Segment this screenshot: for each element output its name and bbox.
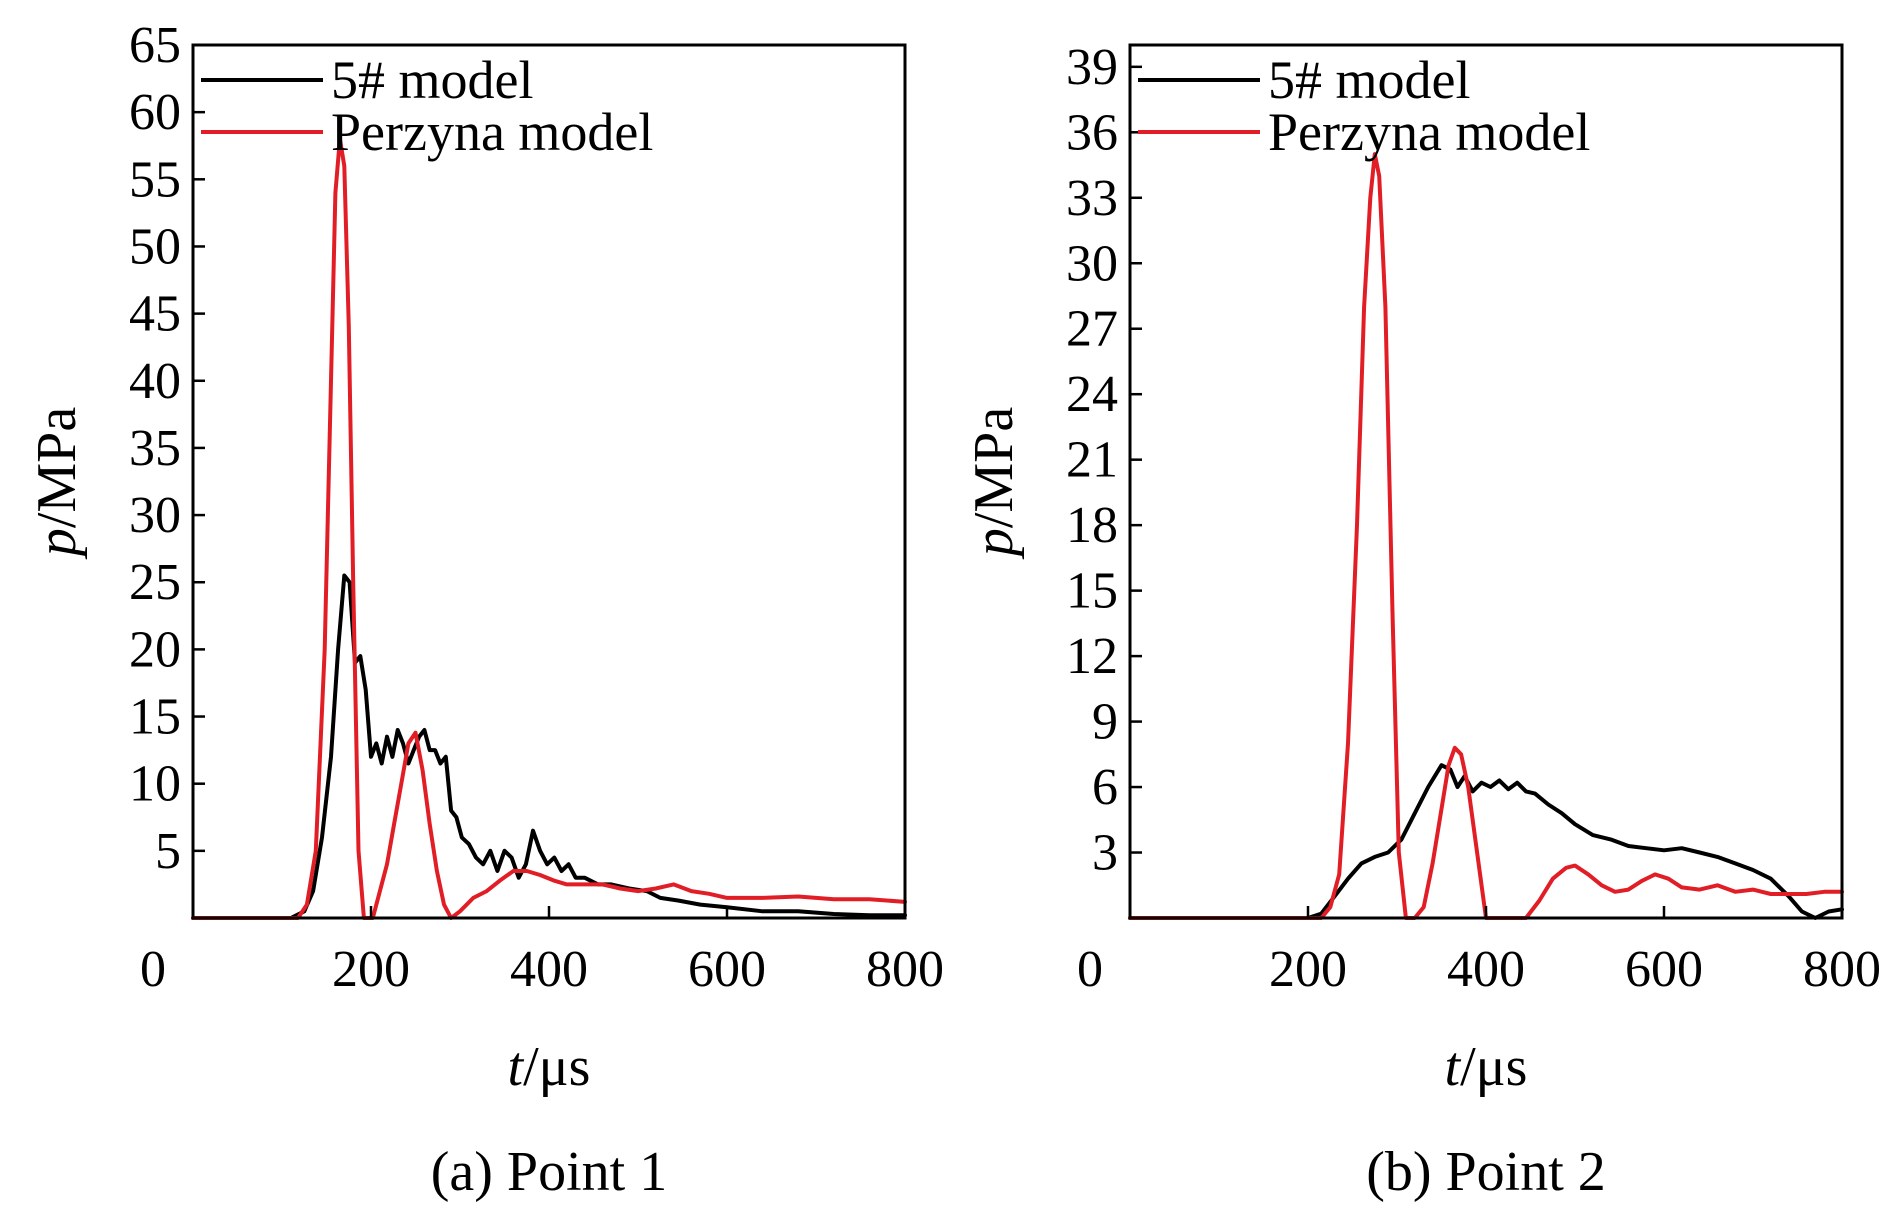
y-tick-label: 45 [129, 286, 181, 343]
y-tick-label: 20 [129, 621, 181, 678]
x-tick-label: 600 [1625, 941, 1703, 998]
legend-label-1: Perzyna model [331, 102, 653, 162]
y-tick-label: 3 [1092, 825, 1118, 882]
y-axis-var: p [26, 528, 88, 560]
y-tick-label: 15 [129, 689, 181, 746]
x-tick-label: 200 [332, 941, 410, 998]
x-axis-unit: /μs [523, 1036, 590, 1098]
y-axis-label: p/MPa [963, 407, 1025, 560]
series-line-0-0 [191, 573, 907, 920]
y-tick-label: 21 [1066, 432, 1118, 489]
series-line-1-0 [1128, 763, 1844, 920]
legend-label-0: 5# model [331, 50, 533, 110]
x-tick-label: 0 [140, 941, 166, 998]
y-tick-label: 9 [1092, 694, 1118, 751]
x-axis-unit: /μs [1460, 1036, 1527, 1098]
y-tick-label: 18 [1066, 497, 1118, 554]
y-tick-label: 6 [1092, 759, 1118, 816]
legend-label-0: 5# model [1268, 50, 1470, 110]
series-line-1-1 [1128, 152, 1844, 920]
legend-label-1: Perzyna model [1268, 102, 1590, 162]
y-tick-label: 40 [129, 353, 181, 410]
y-axis-var: p [963, 528, 1025, 560]
y-tick-label: 25 [129, 554, 181, 611]
panel-caption: (b) Point 2 [1366, 1141, 1606, 1203]
x-tick-label: 600 [688, 941, 766, 998]
y-tick-label: 65 [129, 17, 181, 74]
y-tick-label: 12 [1066, 628, 1118, 685]
y-axis-unit: /MPa [26, 407, 88, 528]
y-axis-label: p/MPa [26, 407, 88, 560]
x-axis-label: t/μs [1445, 1036, 1528, 1098]
y-tick-label: 5 [155, 823, 181, 880]
y-tick-label: 60 [129, 84, 181, 141]
y-tick-label: 33 [1066, 170, 1118, 227]
y-tick-label: 10 [129, 756, 181, 813]
y-tick-label: 30 [1066, 235, 1118, 292]
y-tick-label: 27 [1066, 301, 1118, 358]
x-axis-label: t/μs [508, 1036, 591, 1098]
x-axis-var: t [1445, 1036, 1462, 1098]
y-tick-label: 36 [1066, 104, 1118, 161]
x-tick-label: 0 [1077, 941, 1103, 998]
y-tick-label: 55 [129, 151, 181, 208]
x-tick-label: 200 [1269, 941, 1347, 998]
y-tick-label: 50 [129, 218, 181, 275]
series-line-0-1 [191, 137, 907, 920]
x-axis-var: t [508, 1036, 525, 1098]
y-axis-unit: /MPa [963, 407, 1025, 528]
y-tick-label: 30 [129, 487, 181, 544]
x-tick-label: 800 [866, 941, 944, 998]
x-tick-label: 800 [1803, 941, 1881, 998]
y-tick-label: 24 [1066, 366, 1118, 423]
x-tick-label: 400 [1447, 941, 1525, 998]
x-tick-label: 400 [510, 941, 588, 998]
y-tick-label: 39 [1066, 39, 1118, 96]
plot-frame [191, 43, 907, 920]
y-tick-label: 15 [1066, 563, 1118, 620]
y-tick-label: 35 [129, 420, 181, 477]
panel-caption: (a) Point 1 [431, 1141, 667, 1203]
